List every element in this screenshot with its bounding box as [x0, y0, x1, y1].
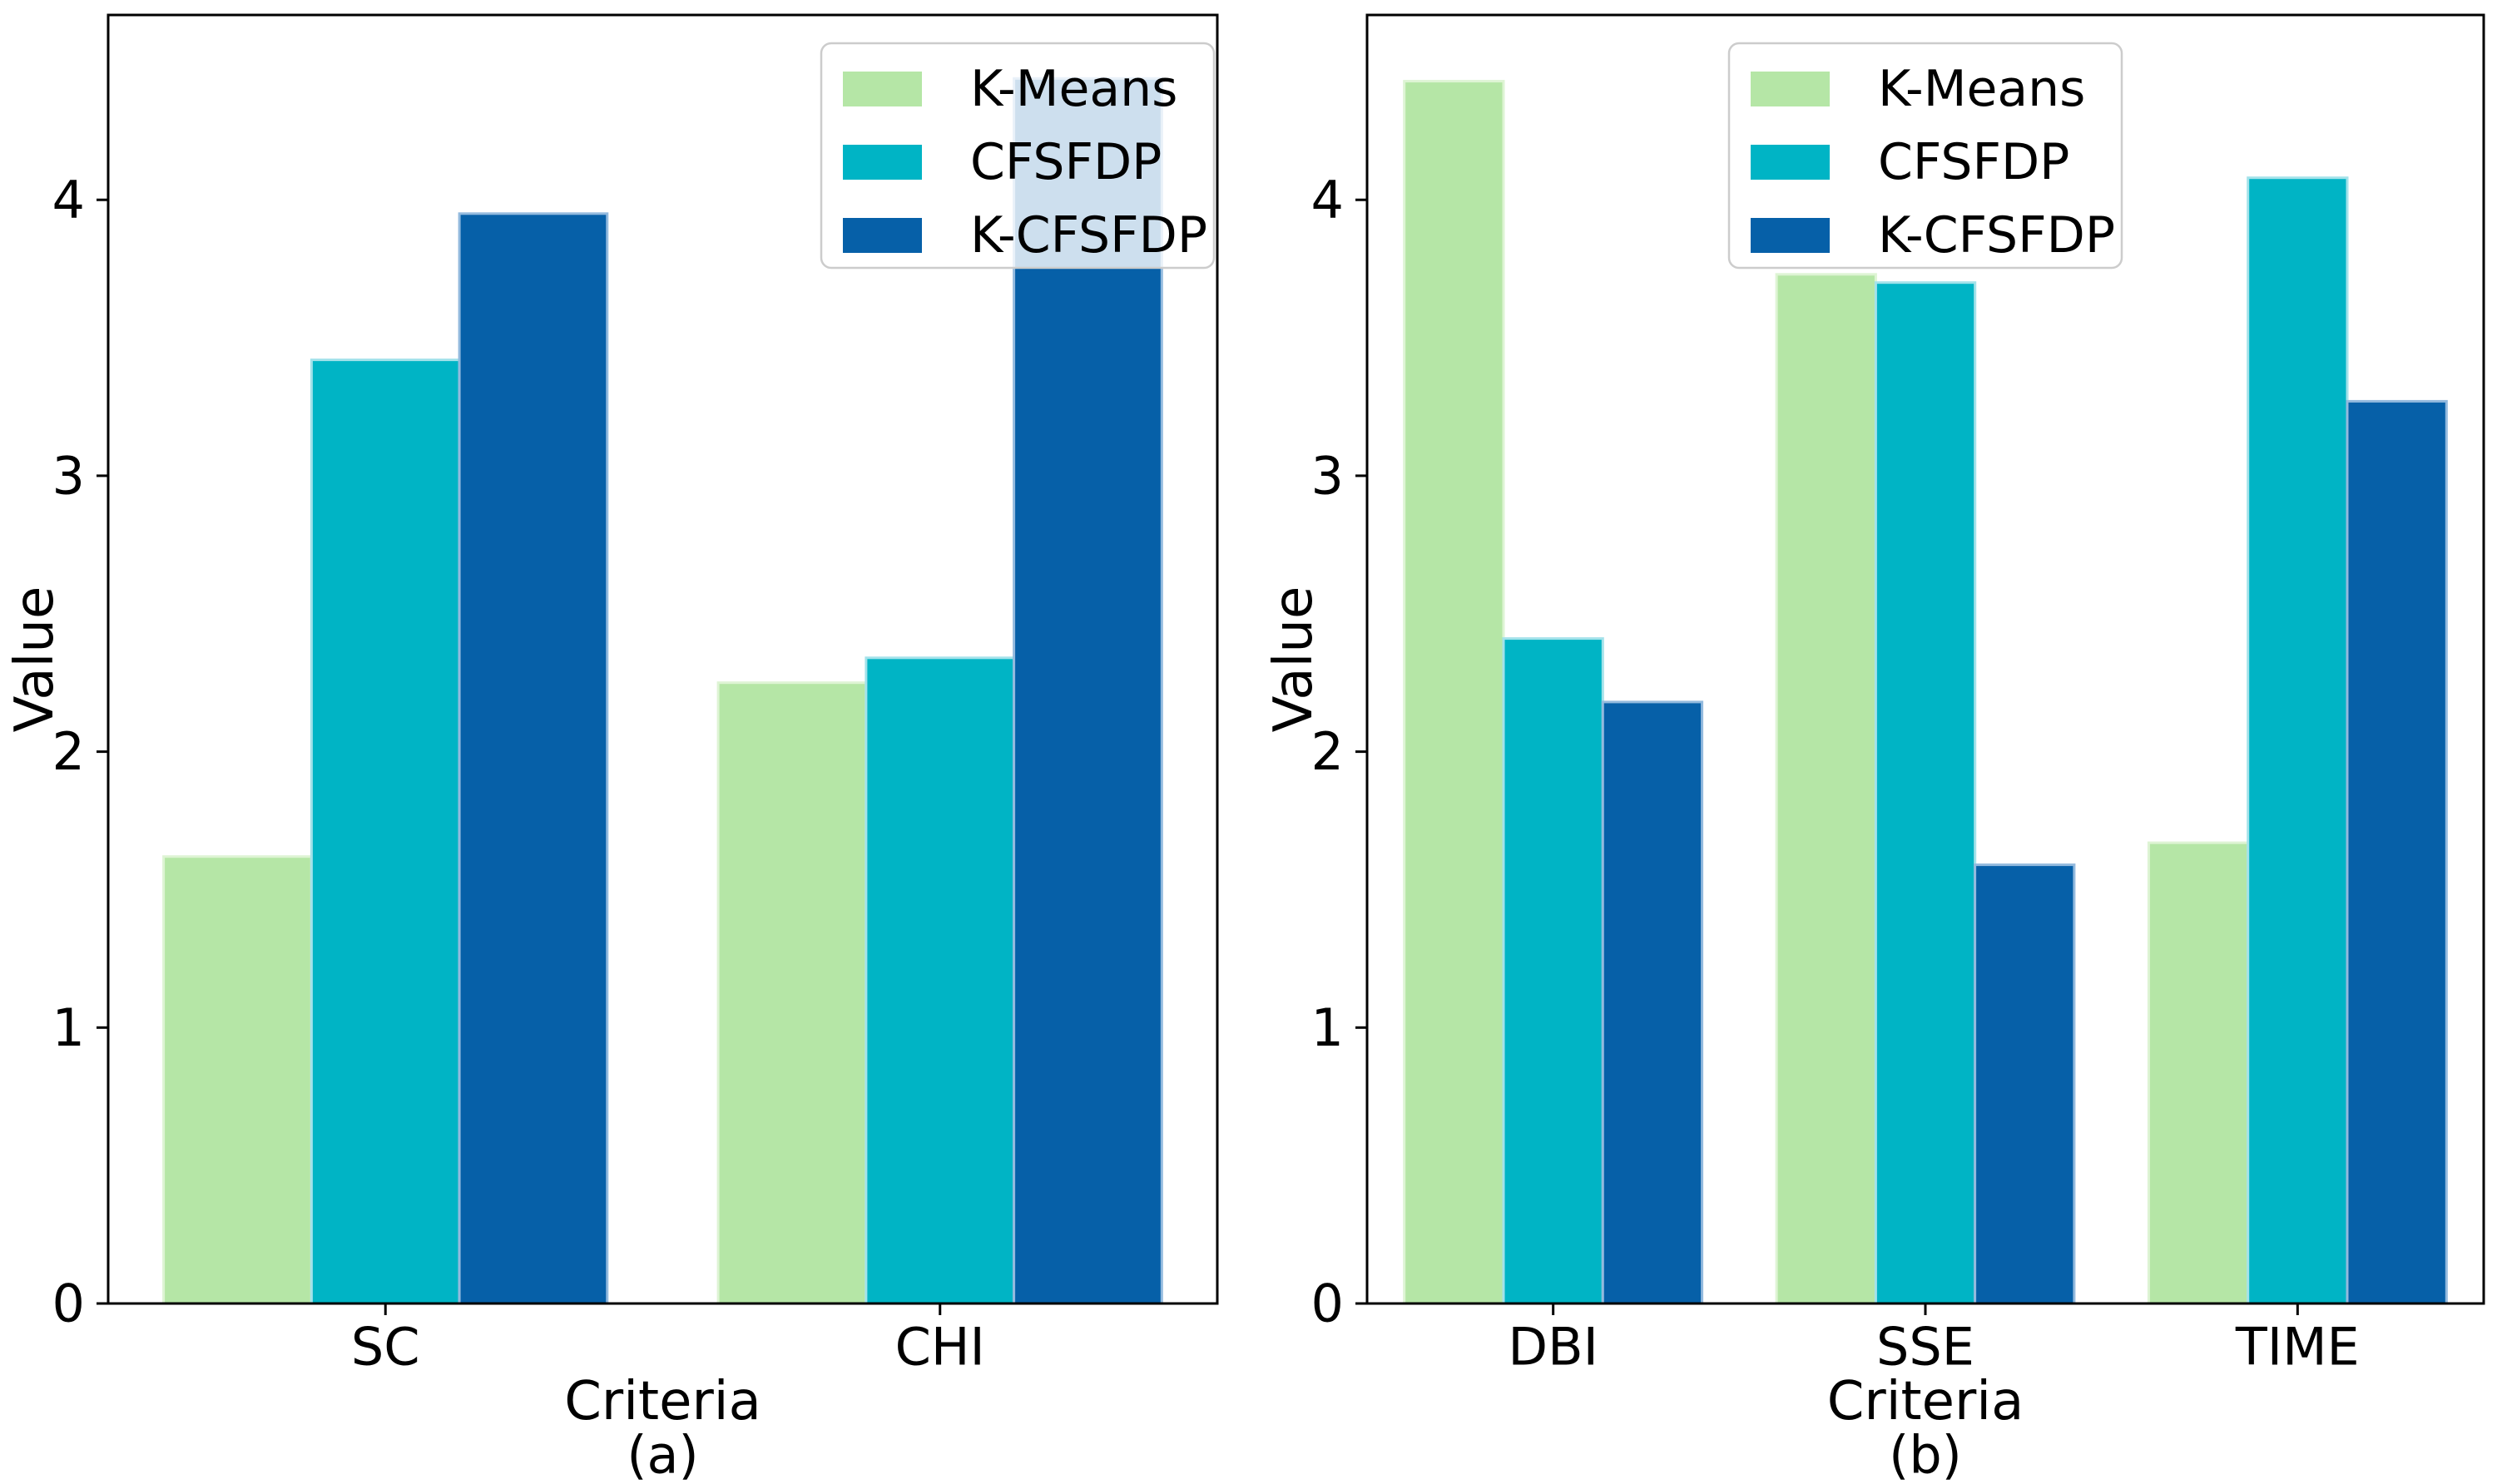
legend: K-Means CFSFDP K-CFSFDP [820, 42, 1216, 270]
bar-cfsfdp-dbi [1502, 637, 1604, 1305]
bar-k-cfsfdp-dbi [1601, 700, 1704, 1305]
legend: K-Means CFSFDP K-CFSFDP [1727, 42, 2123, 270]
legend-swatch-cfsfdp [843, 145, 922, 180]
x-tick-label: DBI [1508, 1317, 1598, 1378]
bar-cfsfdp-sse [1874, 281, 1977, 1305]
subplot-b: 0 1 2 3 4 DBI SSE TIME Criteria(b) Value K-Means CF… [1263, 13, 2485, 1484]
legend-label-cfsfdp: CFSFDP [970, 133, 1162, 191]
legend-swatch-k-cfsfdp [1751, 218, 1830, 253]
x-tick-label: CHI [895, 1317, 985, 1378]
bar-k-cfsfdp-time [2346, 399, 2448, 1305]
legend-label-cfsfdp: CFSFDP [1878, 133, 2069, 191]
y-axis-label: Value [1263, 586, 1325, 733]
bar-cfsfdp-sc [310, 359, 461, 1305]
y-tick-label: 2 [52, 721, 85, 782]
x-axis-label: Criteria [564, 1371, 761, 1432]
bar-cfsfdp-chi [865, 656, 1016, 1305]
y-tick-label: 1 [52, 997, 85, 1058]
subplot-label: (b) [1889, 1425, 1962, 1484]
y-tick-label: 3 [1311, 445, 1344, 506]
y-tick-label: 3 [52, 445, 85, 506]
y-tick-label: 4 [52, 170, 85, 230]
axes-spines [107, 13, 1219, 1305]
bar-k-cfsfdp-sse [1974, 863, 2076, 1305]
bar-cfsfdp-time [2247, 176, 2349, 1305]
bar-k-means-time [2147, 841, 2250, 1305]
x-tick-label: SSE [1876, 1317, 1974, 1378]
bar-k-means-chi [716, 681, 868, 1305]
bar-k-cfsfdp-chi [1013, 77, 1163, 1305]
bar-k-means-dbi [1403, 80, 1505, 1305]
y-tick-label: 0 [1311, 1274, 1344, 1334]
legend-label-k-means: K-Means [970, 60, 1177, 118]
y-axis-label: Value [4, 586, 66, 733]
bar-k-cfsfdp-sc [458, 212, 609, 1305]
legend-swatch-cfsfdp [1751, 145, 1830, 180]
x-tick-label: SC [351, 1317, 420, 1378]
y-tick-label: 1 [1311, 997, 1344, 1058]
bar-k-means-sc [162, 855, 313, 1305]
legend-swatch-k-means [1751, 72, 1830, 106]
legend-swatch-k-cfsfdp [843, 218, 922, 253]
y-tick-label: 4 [1311, 170, 1344, 230]
x-tick-label: TIME [2235, 1317, 2360, 1378]
subplot-label: (a) [627, 1425, 698, 1484]
legend-label-k-means: K-Means [1878, 60, 2085, 118]
bar-k-means-sse [1775, 273, 1877, 1305]
y-tick-label: 2 [1311, 721, 1344, 782]
legend-swatch-k-means [843, 72, 922, 106]
x-axis-label: Criteria [1827, 1371, 2024, 1432]
legend-label-k-cfsfdp: K-CFSFDP [970, 206, 1207, 265]
y-tick-label: 0 [52, 1274, 85, 1334]
legend-label-k-cfsfdp: K-CFSFDP [1878, 206, 2115, 265]
